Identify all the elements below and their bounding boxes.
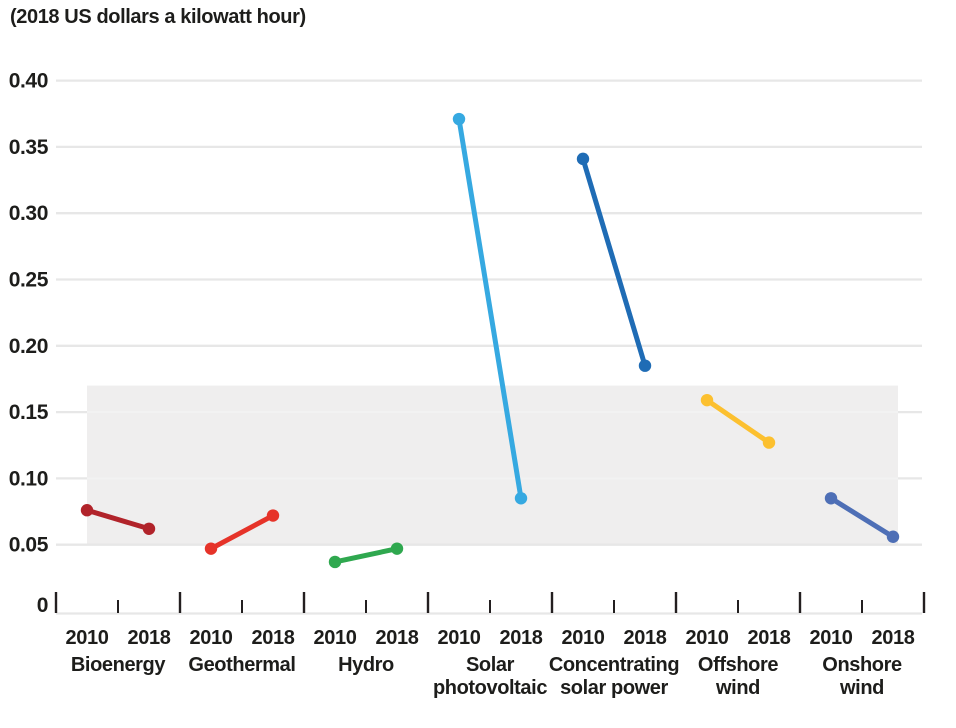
group-label-concentrating-solar-power: Concentrating bbox=[549, 654, 679, 676]
y-axis-label: 0.15 bbox=[9, 401, 49, 424]
series-line-onshore-wind bbox=[828, 495, 896, 540]
data-point-bioenergy-2010 bbox=[80, 504, 94, 517]
year-label: 2010 bbox=[562, 627, 605, 649]
series-line-offshore-wind bbox=[704, 397, 772, 446]
year-label: 2018 bbox=[252, 627, 295, 649]
data-point-offshore-wind-2010 bbox=[700, 393, 714, 407]
series-line-solar-photovoltaic bbox=[456, 116, 524, 501]
data-point-geothermal-2010 bbox=[204, 542, 218, 555]
data-point-bioenergy-2018 bbox=[142, 522, 156, 535]
series-line-geothermal bbox=[208, 513, 276, 552]
year-label: 2018 bbox=[624, 627, 667, 649]
y-axis-label: 0.05 bbox=[9, 534, 49, 557]
year-label: 2010 bbox=[438, 627, 481, 649]
group-label-onshore-wind: Onshore bbox=[822, 654, 902, 676]
year-label: 2018 bbox=[872, 627, 915, 649]
y-axis-label: 0.10 bbox=[9, 467, 48, 490]
year-label: 2018 bbox=[500, 627, 543, 649]
data-point-onshore-wind-2018 bbox=[886, 530, 900, 543]
data-point-hydro-2010 bbox=[328, 555, 342, 569]
data-point-concentrating-solar-power-2018 bbox=[638, 359, 652, 372]
year-label: 2010 bbox=[686, 627, 729, 649]
year-label: 2010 bbox=[314, 627, 357, 649]
year-label: 2018 bbox=[748, 627, 791, 649]
data-point-offshore-wind-2018 bbox=[762, 436, 776, 449]
data-point-onshore-wind-2010 bbox=[824, 492, 838, 505]
data-point-concentrating-solar-power-2010 bbox=[576, 152, 590, 166]
y-axis-label: 0.40 bbox=[9, 70, 48, 93]
series-line-bioenergy bbox=[84, 507, 152, 532]
group-label-concentrating-solar-power: solar power bbox=[560, 677, 668, 699]
data-point-hydro-2018 bbox=[390, 542, 404, 555]
y-axis-label: 0.25 bbox=[9, 269, 49, 292]
series-line-hydro bbox=[332, 546, 400, 565]
group-label-offshore-wind: Offshore bbox=[698, 654, 778, 676]
year-label: 2018 bbox=[128, 627, 171, 649]
group-label-geothermal: Geothermal bbox=[188, 654, 295, 676]
group-label-bioenergy: Bioenergy bbox=[71, 654, 166, 676]
group-label-hydro: Hydro bbox=[338, 654, 394, 676]
cost-range-band bbox=[87, 385, 898, 545]
year-label: 2010 bbox=[810, 627, 853, 649]
year-label: 2018 bbox=[376, 627, 419, 649]
group-label-onshore-wind: wind bbox=[839, 677, 884, 699]
group-label-solar-photovoltaic: photovoltaic bbox=[433, 677, 547, 699]
data-point-geothermal-2018 bbox=[266, 509, 280, 522]
year-label: 2010 bbox=[190, 627, 233, 649]
group-label-solar-photovoltaic: Solar bbox=[466, 654, 515, 676]
chart-title: (2018 US dollars a kilowatt hour) bbox=[10, 6, 306, 28]
y-axis-label: 0 bbox=[37, 594, 48, 617]
year-label: 2010 bbox=[66, 627, 109, 649]
y-axis-label: 0.35 bbox=[9, 136, 49, 159]
series-line-concentrating-solar-power bbox=[580, 156, 648, 369]
y-axis-label: 0.20 bbox=[9, 335, 48, 358]
data-point-solar-photovoltaic-2018 bbox=[514, 492, 528, 505]
group-label-offshore-wind: wind bbox=[715, 677, 760, 699]
y-axis-label: 0.30 bbox=[9, 202, 48, 225]
data-point-solar-photovoltaic-2010 bbox=[452, 112, 466, 126]
